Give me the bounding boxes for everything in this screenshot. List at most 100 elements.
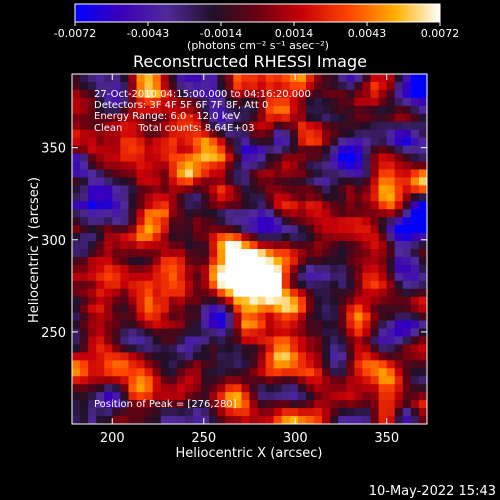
heatmap-cell [394, 225, 404, 234]
heatmap-cell [394, 360, 404, 369]
heatmap-cell [233, 129, 243, 139]
heatmap-cell [394, 209, 404, 218]
heatmap-cell [120, 344, 130, 353]
heatmap-cell [72, 74, 81, 83]
heatmap-cell [314, 89, 323, 99]
heatmap-cell [160, 201, 170, 210]
heatmap-cell [330, 209, 339, 218]
heatmap-cell [80, 288, 89, 298]
heatmap-cell [241, 320, 251, 330]
heatmap-cell [144, 137, 154, 147]
heatmap-cell [249, 384, 259, 393]
heatmap-cell [104, 193, 113, 202]
heatmap-cell [297, 408, 307, 417]
heatmap-cell [120, 384, 130, 393]
heatmap-cell [338, 416, 347, 424]
heatmap-cell [96, 360, 105, 369]
heatmap-cell [305, 328, 315, 338]
heatmap-cell [160, 256, 170, 266]
heatmap-cell [176, 105, 186, 115]
heatmap-cell [281, 129, 291, 139]
heatmap-cell [201, 408, 210, 417]
heatmap-cell [281, 288, 291, 298]
heatmap-cell [362, 344, 372, 353]
heatmap-cell [378, 129, 388, 139]
heatmap-cell [112, 320, 122, 330]
heatmap-cell [265, 336, 275, 346]
heatmap-cell [362, 89, 372, 99]
heatmap-cell [305, 105, 315, 115]
heatmap-cell [104, 328, 113, 338]
heatmap-cell [281, 97, 291, 107]
heatmap-cell [394, 328, 404, 338]
heatmap-cell [330, 328, 339, 338]
heatmap-cell [394, 137, 404, 147]
heatmap-cell [80, 161, 89, 171]
heatmap-cell [305, 296, 315, 306]
heatmap-cell [152, 392, 162, 401]
heatmap-cell [297, 177, 307, 186]
heatmap-cell [176, 153, 186, 163]
heatmap-cell [176, 256, 186, 266]
heatmap-cell [104, 296, 113, 306]
heatmap-cell [233, 368, 243, 377]
heatmap-cell [265, 384, 275, 393]
heatmap-cell [378, 161, 388, 171]
heatmap-cell [257, 296, 267, 306]
heatmap-cell [193, 145, 202, 155]
heatmap-cell [314, 352, 323, 361]
heatmap-cell [354, 392, 364, 401]
heatmap-cell [322, 233, 331, 242]
heatmap-cell [322, 416, 331, 424]
heatmap-cell [104, 400, 113, 409]
heatmap-cell [346, 201, 355, 210]
heatmap-cell [241, 233, 251, 242]
heatmap-cell [120, 249, 130, 258]
heatmap-cell [160, 193, 170, 202]
heatmap-cell [330, 304, 339, 314]
heatmap-cell [144, 352, 154, 361]
heatmap-cell [128, 217, 138, 226]
heatmap-cell [176, 129, 186, 139]
heatmap-cell [112, 312, 122, 322]
heatmap-cell [362, 153, 372, 163]
heatmap-cell [144, 264, 154, 274]
heatmap-cell [80, 249, 89, 258]
heatmap-cell [386, 304, 396, 314]
heatmap-cell [241, 392, 251, 401]
heatmap-cell [322, 97, 331, 107]
heatmap-cell [330, 392, 339, 401]
heatmap-cell [314, 129, 323, 139]
heatmap-cell [386, 392, 396, 401]
heatmap-cell [386, 384, 396, 393]
heatmap-cell [257, 344, 267, 353]
heatmap-cell [104, 217, 113, 226]
heatmap-cell [289, 209, 299, 218]
heatmap-cell [160, 153, 170, 163]
heatmap-cell [394, 193, 404, 202]
heatmap-cell [88, 121, 97, 131]
heatmap-cell [265, 89, 275, 99]
heatmap-cell [354, 177, 364, 186]
heatmap-cell [257, 89, 267, 99]
heatmap-cell [378, 360, 388, 369]
heatmap-cell [88, 193, 97, 202]
heatmap-cell [410, 145, 420, 155]
heatmap-cell [128, 129, 138, 139]
heatmap-cell [322, 105, 331, 115]
heatmap-cell [410, 296, 420, 306]
heatmap-cell [184, 169, 194, 178]
heatmap-cell [346, 89, 355, 99]
heatmap-cell [72, 360, 81, 369]
heatmap-cell [402, 177, 412, 186]
heatmap-cell [88, 137, 97, 147]
heatmap-cell [184, 344, 194, 353]
heatmap-cell [314, 241, 323, 250]
heatmap-cell [249, 145, 259, 155]
heatmap-cell [346, 312, 355, 322]
heatmap-cell [394, 121, 404, 131]
heatmap-cell [72, 217, 81, 226]
heatmap-cell [193, 408, 202, 417]
heatmap-cell [265, 105, 275, 115]
heatmap-cell [370, 392, 380, 401]
